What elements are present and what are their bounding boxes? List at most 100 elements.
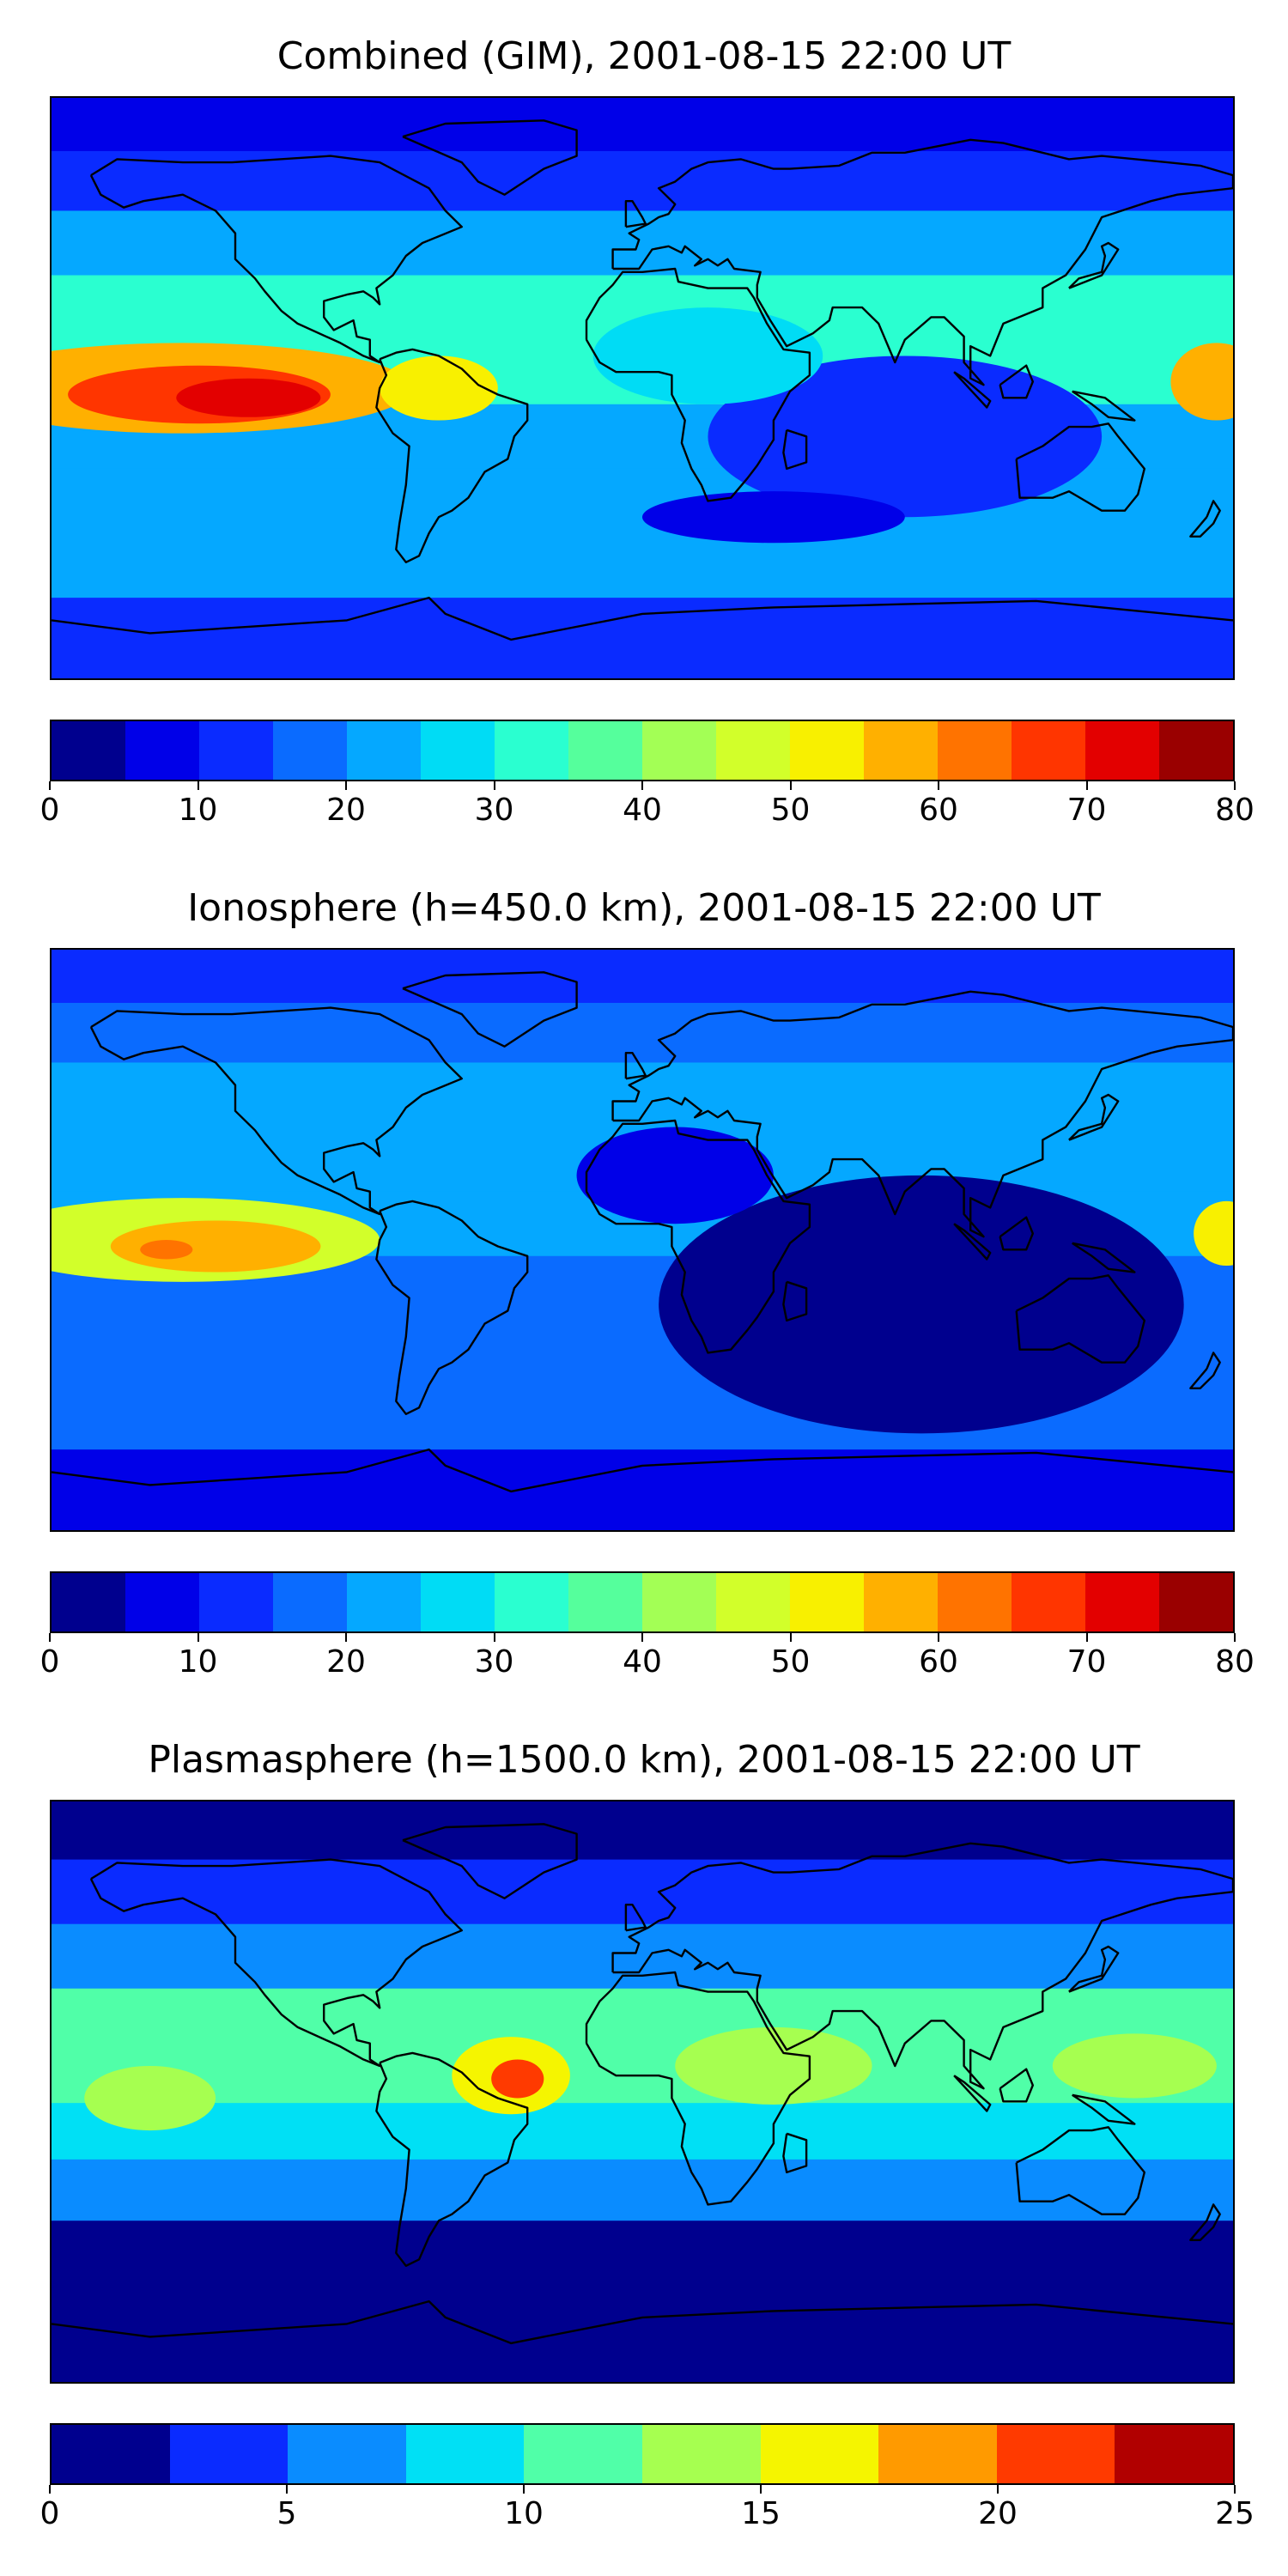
colorbar-segment [864,1573,938,1631]
panel-3-map [50,1800,1235,2384]
tec-band [52,1859,1233,1925]
coastline [1068,1945,1120,1993]
colorbar-segment [273,721,347,780]
colorbar-tick-label: 20 [978,2496,1018,2531]
colorbar-segment [1159,721,1233,780]
coastline [611,1842,1233,2090]
tec-contour-region [659,1175,1184,1434]
colorbar-segment [790,721,864,780]
coastline [953,371,992,409]
colorbar-segment [996,2425,1115,2483]
colorbar-tick [493,781,495,790]
coastline [375,1200,529,1415]
coastline [89,1006,463,1216]
colorbar-tick-label: 50 [770,793,811,828]
panel-1-map [50,96,1235,680]
colorbar-tick-label: 15 [741,2496,781,2531]
colorbar-tick-label: 70 [1066,1644,1107,1680]
colorbar-segment [125,721,199,780]
colorbar-segment [938,1573,1012,1631]
coastline [402,971,578,1048]
coastline [953,1223,992,1261]
colorbar-segment [169,2425,289,2483]
coastline [1015,422,1146,512]
coastline [52,1448,1233,1493]
panel-2-map [50,948,1235,1532]
colorbar-tick-label: 20 [326,1644,366,1680]
colorbar-tick-label: 10 [504,2496,544,2531]
coastline [624,1051,647,1080]
colorbar-tick [49,781,51,790]
colorbar-segment [568,1573,642,1631]
coastline [375,348,529,563]
colorbar-tick-label: 60 [919,1644,958,1680]
colorbar-tick [789,781,792,790]
colorbar-segment [878,2425,997,2483]
colorbar-segment [52,1573,125,1631]
coastline [953,2075,992,2112]
colorbar-segment [1115,2425,1233,2483]
colorbar-segment [52,2425,170,2483]
tec-band [52,1923,1233,1990]
tec-band [52,533,1233,599]
coastline [611,990,1233,1238]
coastline [1068,1093,1120,1141]
colorbar-tick [938,1633,939,1642]
coastline [1072,390,1136,422]
coastline [999,364,1035,399]
coastline [782,428,808,471]
coastline [1072,1242,1136,1273]
tec-contour-region [380,355,498,421]
colorbar-tick-label: 80 [1215,793,1255,828]
colorbar-tick-label: 25 [1215,2496,1255,2531]
colorbar-tick-label: 10 [178,793,218,828]
colorbar-tick [345,781,347,790]
coastline [1068,241,1120,289]
panel-3-title: Plasmasphere (h=1500.0 km), 2001-08-15 2… [148,1738,1140,1782]
colorbar-tick [523,2485,525,2494]
tec-band [52,2103,1233,2160]
panel-1-map-svg [52,98,1233,678]
tec-contour-region [642,491,905,544]
colorbar-segment [864,721,938,780]
colorbar-segment [347,1573,421,1631]
coastline [1189,2203,1221,2241]
colorbar-tick [641,1633,643,1642]
colorbar-tick-label: 0 [39,793,60,828]
coastline [1189,1352,1221,1389]
colorbar-segment [716,721,790,780]
panel-2-title: Ionosphere (h=450.0 km), 2001-08-15 22:0… [187,886,1101,930]
colorbar-tick-label: 5 [276,2496,297,2531]
panel-2-map-svg [52,950,1233,1530]
tec-contour-region [1170,343,1233,421]
coastline [52,596,1233,641]
colorbar-segment [1012,721,1085,780]
panel-3-map-svg [52,1801,1233,2382]
colorbar-segment [716,1573,790,1631]
colorbar-segment [642,1573,716,1631]
colorbar-tick-label: 10 [178,1644,218,1680]
panel-2-colorbar-ticks: 0 10 20 30 40 50 60 70 80 [40,1633,1255,1685]
coastline [782,2132,808,2174]
panel-3-colorbar [50,2423,1235,2485]
panel-3-colorbar-ticks: 0 5 10 15 20 25 [40,2485,1255,2537]
colorbar-tick [789,1633,792,1642]
colorbar-tick-label: 0 [39,1644,60,1680]
coastline [999,2068,1035,2103]
coastline [999,1216,1035,1251]
coastline [624,199,647,228]
colorbar-tick [641,781,643,790]
panel-1-title: Combined (GIM), 2001-08-15 22:00 UT [276,34,1012,78]
colorbar-tick-label: 30 [474,793,514,828]
tec-contour-region [675,2026,872,2105]
colorbar-tick [760,2485,762,2494]
tec-contour-region [84,2065,216,2131]
colorbar-tick-label: 40 [623,1644,662,1680]
tec-contour-region [491,2059,544,2099]
colorbar-tick [197,781,199,790]
colorbar-segment [288,2425,406,2483]
tec-band [52,598,1233,678]
coastline [89,1858,463,2068]
coastline [402,119,578,196]
tec-contour-region [110,1220,321,1273]
